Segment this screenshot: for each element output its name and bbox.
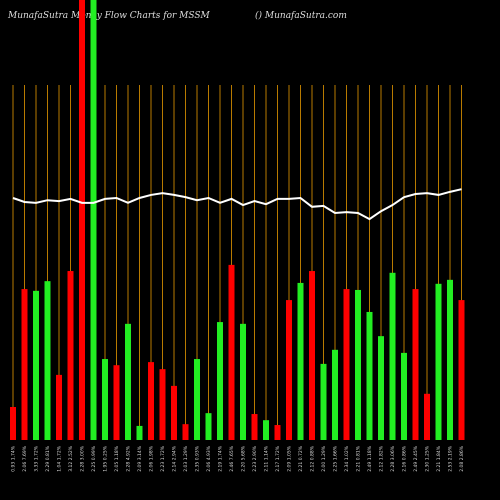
flow-line [12,188,462,221]
x-tick-label: 2.21 1.84% [436,445,442,471]
bar [113,365,120,440]
x-tick-label: 2.08 2.86% [459,445,465,471]
x-tick-label: 2.05 1.18% [114,445,120,471]
x-tick-label: 2.25 1.66% [333,445,339,471]
bar [90,0,97,440]
bar [240,323,246,440]
x-tick-label: 2.06 7.69% [22,445,28,471]
x-tick-label: 2.53 2.19% [448,445,454,471]
x-tick-label: 2.16 0.86% [402,445,408,471]
chart-title: MunafaSutra Money Flow Charts for MSSM [7,11,211,21]
bar [355,289,361,440]
bar [401,352,407,440]
x-tick-label: 2.21 0.81% [356,445,362,471]
bar [33,290,39,440]
x-tick-label: 2.12 1.82% [379,445,385,471]
x-tick-label: 2.23 2.90% [252,445,258,471]
bar [56,374,62,440]
x-tick-label: 1.04 1.72% [57,445,63,471]
bar [171,385,177,440]
bar [194,359,200,440]
x-tick-label: 2.35 0.93% [195,445,201,471]
bar [389,272,396,440]
x-tick-label: 2.19 1.74% [218,445,224,471]
bar [297,282,304,440]
bar [21,289,28,440]
x-tick-label: 2.28 3.06% [390,445,396,471]
x-tick-label: 3.12 2.52% [68,445,74,471]
x-tick-label: 2.09 1.05% [287,445,293,471]
x-tick-label: 2.21 0.72% [298,445,304,471]
bar [102,359,108,440]
bar [286,300,292,440]
x-tick-label: 2.49 2.45% [413,445,419,471]
x-tick-label: 2.03 1.29% [183,445,189,471]
x-tick-label: 2.09 3.14% [137,445,143,471]
x-tick-label: 1.95 0.25% [103,445,109,471]
x-tick-label: 2.11 1.14% [264,445,270,471]
bar [10,407,16,440]
bar [148,362,154,440]
bar [435,283,442,440]
bar [125,323,131,440]
bar [79,0,85,440]
bar [136,425,143,440]
x-tick-label: 2.06 4.93% [206,445,212,471]
bar [159,369,166,440]
x-tick-label: 0.93 1.74% [11,445,17,471]
bar [309,271,315,440]
chart-subtitle: () MunafaSutra.com [255,10,347,21]
bar [447,279,453,440]
bar [44,281,51,440]
x-tick-label: 2.34 1.02% [344,445,350,471]
bar [343,289,350,440]
x-tick-label: 2.00 1.29% [321,445,327,471]
x-tick-label: 2.49 1.18% [367,445,373,471]
x-tick-label: 2.25 0.99% [91,445,97,471]
bar [205,413,212,440]
bar [251,414,258,440]
x-tick-label: 2.12 0.88% [310,445,316,471]
bar [424,393,430,440]
x-tick-label: 2.06 1.98% [149,445,155,471]
x-tick-label: 2.30 1.25% [425,445,431,471]
bar [366,311,373,440]
bar [458,300,465,440]
x-tick-label: 2.23 1.72% [160,445,166,471]
x-tick-label: 2.46 7.65% [229,445,235,471]
bar [182,424,189,440]
x-tick-label: 2.29 0.81% [45,445,51,471]
x-tick-label: 2.17 1.72% [275,445,281,471]
bar [378,336,384,440]
bar [412,289,419,440]
x-tick-label: 2.28 3.00% [80,445,86,471]
x-tick-label: 3.33 1.72% [34,445,40,471]
bar [228,264,235,440]
bar [320,363,327,440]
x-tick-label: 2.20 5.68% [241,445,247,471]
x-tick-label: 2.14 2.94% [172,445,178,471]
x-tick-label: 2.28 4.92% [126,445,132,471]
bar [332,349,338,440]
bar [67,271,74,440]
bar [263,420,269,440]
bar [274,425,281,440]
bar [217,322,223,440]
